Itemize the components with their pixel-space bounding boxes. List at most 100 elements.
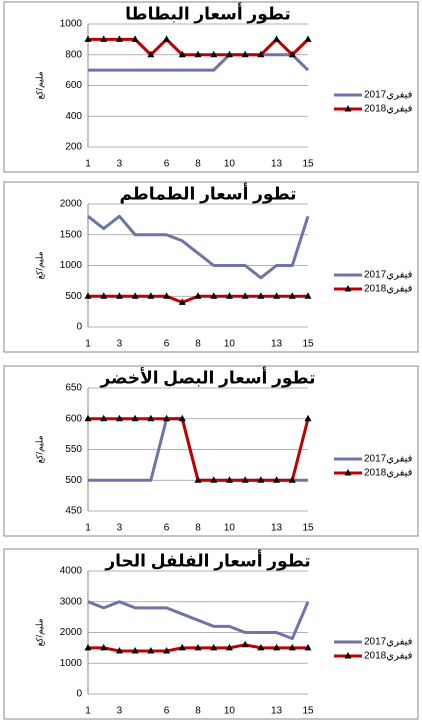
panel-border [3,548,419,720]
y-axis-label: مليم/كغ [34,71,45,99]
x-tick-label: 13 [271,706,283,717]
y-tick-label: 2000 [60,627,83,638]
x-tick-label: 10 [224,159,236,170]
marker [288,50,296,58]
marker [115,292,123,299]
x-tick-label: 6 [164,523,170,534]
chart-panel: تطور أسعار الطماطم مليم/كغ 0 500 1000 1500 200… [3,181,419,353]
y-tick-label: 400 [65,111,82,122]
chart-title: تطور أسعار البطاطا [125,2,291,24]
marker [288,643,296,651]
marker [178,414,186,422]
chart-title: تطور أسعار البصل الأخضر [99,366,315,388]
legend-marker [344,105,352,112]
x-tick-label: 13 [271,339,283,350]
y-tick-label: 800 [65,49,82,60]
marker [194,476,202,483]
marker [225,476,233,483]
x-tick-label: 3 [117,523,123,534]
y-axis-label: مليم/كغ [34,618,45,646]
marker [257,292,265,299]
y-tick-label: 450 [65,506,82,517]
legend-label: فيفري2017 [364,454,413,465]
y-tick-label: 4000 [60,566,83,577]
marker [225,292,233,299]
panel-border [3,181,419,353]
marker [84,292,92,299]
y-tick-label: 1000 [60,658,83,669]
marker [288,292,296,299]
marker [257,476,265,483]
x-tick-label: 8 [195,706,201,717]
legend-marker [344,652,352,659]
marker [147,646,155,654]
marker [273,643,281,651]
x-tick-label: 10 [224,523,236,534]
marker [147,50,155,58]
marker [225,643,233,651]
y-axis-label: مليم/كغ [34,251,45,279]
marker [273,35,281,42]
legend-label: فيفري2018 [364,468,413,479]
marker [178,298,186,305]
legend-marker [344,469,352,476]
marker [131,292,139,299]
marker [194,292,202,299]
marker [100,35,108,42]
x-tick-label: 15 [302,523,314,534]
y-tick-label: 1000 [60,260,83,271]
legend-marker [344,285,352,292]
x-tick-label: 1 [85,523,91,534]
marker [163,646,171,654]
marker [147,292,155,299]
marker [304,643,312,651]
y-tick-label: 550 [65,444,82,455]
y-tick-label: 0 [76,689,82,700]
marker [194,643,202,651]
legend-label: فيفري2017 [364,637,413,648]
marker [100,292,108,299]
marker [241,640,249,648]
marker [225,50,233,58]
chart-title: تطور أسعار الفلفل الحار [104,549,310,571]
legend-label: فيفري2018 [364,284,413,295]
series-line [88,53,310,72]
x-tick-label: 1 [85,706,91,717]
y-tick-label: 650 [65,383,82,394]
marker [304,35,312,42]
marker [304,292,312,299]
marker [257,643,265,651]
marker [131,414,139,422]
y-tick-label: 1000 [60,19,83,30]
marker [288,476,296,483]
marker [178,50,186,58]
y-tick-label: 500 [65,291,82,302]
x-tick-label: 3 [117,339,123,350]
y-tick-label: 600 [65,80,82,91]
marker [84,35,92,42]
marker [210,643,218,651]
marker [178,643,186,651]
marker [163,292,171,299]
marker [100,414,108,422]
marker [131,646,139,654]
marker [115,414,123,422]
x-tick-label: 3 [117,706,123,717]
x-tick-label: 15 [302,706,314,717]
x-tick-label: 15 [302,159,314,170]
marker [241,292,249,299]
legend-label: فيفري2017 [364,270,413,281]
panel-border [3,1,419,173]
y-tick-label: 600 [65,413,82,424]
series-line [87,600,310,641]
x-tick-label: 6 [164,159,170,170]
y-tick-label: 3000 [60,596,83,607]
chart-panel: تطور أسعار الفلفل الحار مليم/كغ 0 1000 2000 3… [3,548,419,720]
marker [273,292,281,299]
y-tick-label: 500 [65,475,82,486]
chart-panel: تطور أسعار البصل الأخضر مليم/كغ 450 500 550 6… [3,365,419,537]
marker [210,292,218,299]
x-tick-label: 6 [164,339,170,350]
y-tick-label: 200 [65,142,82,153]
marker [163,414,171,422]
